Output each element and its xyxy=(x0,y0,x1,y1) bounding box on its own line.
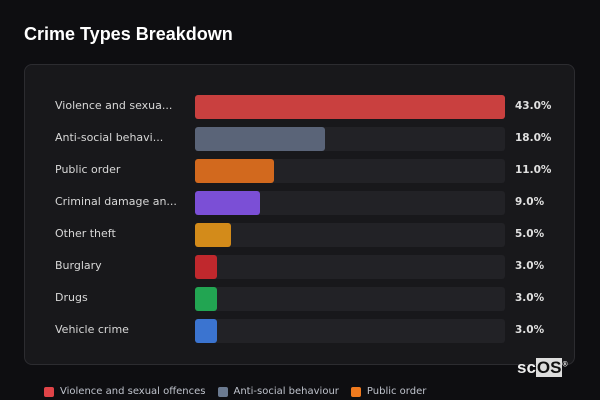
bar-row: Burglary 3.0% xyxy=(25,255,574,279)
value-label: 43.0% xyxy=(515,100,552,112)
bar-row: Drugs 3.0% xyxy=(25,287,574,311)
bar-track xyxy=(195,127,505,151)
category-label: Criminal damage an... xyxy=(55,195,177,208)
bar-track xyxy=(195,223,505,247)
bar-row: Vehicle crime 3.0% xyxy=(25,319,574,343)
category-label: Anti-social behavi... xyxy=(55,131,164,144)
bar-track xyxy=(195,191,505,215)
legend: Violence and sexual offences Anti-social … xyxy=(44,386,426,397)
bar-row: Violence and sexua... 43.0% xyxy=(25,95,574,119)
bar[interactable] xyxy=(195,319,217,343)
legend-swatch xyxy=(44,386,54,397)
bar-row: Anti-social behavi... 18.0% xyxy=(25,127,574,151)
category-label: Violence and sexua... xyxy=(55,99,173,112)
legend-label: Anti-social behaviour xyxy=(233,386,339,397)
bar-track xyxy=(195,95,505,119)
bar[interactable] xyxy=(195,159,275,183)
value-label: 9.0% xyxy=(515,196,545,208)
value-label: 3.0% xyxy=(515,324,545,336)
category-label: Burglary xyxy=(55,259,102,272)
bar[interactable] xyxy=(195,255,217,279)
bar[interactable] xyxy=(195,287,217,311)
bar-row: Criminal damage an... 9.0% xyxy=(25,191,574,215)
bar-track xyxy=(195,287,505,311)
bar[interactable] xyxy=(195,191,260,215)
watermark-logo: scOS® xyxy=(517,358,568,377)
bar[interactable] xyxy=(195,223,232,247)
legend-label: Public order xyxy=(366,386,427,397)
legend-item[interactable]: Anti-social behaviour xyxy=(217,386,339,397)
value-label: 3.0% xyxy=(515,260,545,272)
category-label: Other theft xyxy=(55,227,116,240)
category-label: Drugs xyxy=(55,291,88,304)
legend-swatch xyxy=(217,386,228,397)
value-label: 5.0% xyxy=(515,228,545,240)
legend-item[interactable]: Public order xyxy=(350,386,427,397)
bar-track xyxy=(195,255,505,279)
bar-row: Other theft 5.0% xyxy=(25,223,574,247)
value-label: 11.0% xyxy=(515,164,552,176)
bar-row: Public order 11.0% xyxy=(25,159,574,183)
bar-track xyxy=(195,319,505,343)
value-label: 18.0% xyxy=(515,132,552,144)
bar[interactable] xyxy=(195,127,325,151)
legend-label: Violence and sexual offences xyxy=(60,386,206,397)
bar-track xyxy=(195,159,505,183)
category-label: Vehicle crime xyxy=(55,323,129,336)
chart-title: Crime Types Breakdown xyxy=(24,24,233,44)
bar[interactable] xyxy=(195,95,505,119)
legend-item[interactable]: Violence and sexual offences xyxy=(44,386,206,397)
value-label: 3.0% xyxy=(515,292,545,304)
category-label: Public order xyxy=(55,163,121,176)
legend-swatch xyxy=(350,386,361,397)
chart-card: Violence and sexua... 43.0% Anti-social b… xyxy=(24,64,575,365)
